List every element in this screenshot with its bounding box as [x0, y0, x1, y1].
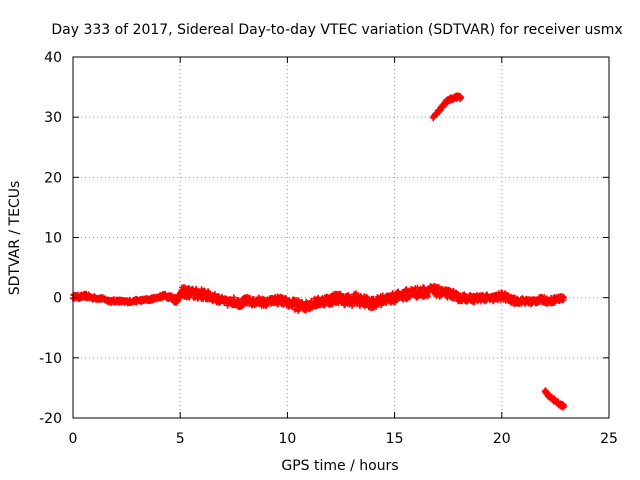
y-axis-label: SDTVAR / TECUs	[7, 181, 23, 296]
chart-title: Day 333 of 2017, Sidereal Day-to-day VTE…	[51, 22, 622, 38]
series-upper-arc	[430, 92, 465, 121]
y-tick-label: 20	[44, 170, 62, 186]
data-point-marker	[561, 403, 567, 410]
x-tick-label: 0	[69, 431, 78, 447]
y-tick-label: 30	[44, 110, 62, 126]
y-tick-label: 10	[44, 231, 62, 247]
y-tick-labels: -20 -10 0 10 20 30 40	[39, 50, 62, 427]
data-point-marker	[561, 294, 567, 301]
series-main-band	[70, 283, 567, 314]
axis-ticks	[72, 56, 610, 419]
y-tick-label: 0	[53, 291, 62, 307]
series-lower-segment	[541, 387, 567, 411]
y-tick-label: 40	[44, 50, 62, 66]
data-point-marker	[458, 94, 465, 101]
x-tick-label: 15	[386, 431, 404, 447]
data-point-marker	[174, 298, 181, 305]
grid-lines	[73, 57, 609, 418]
x-tick-label: 10	[278, 431, 296, 447]
x-tick-labels: 0 5 10 15 20 25	[69, 431, 618, 447]
x-axis-label: GPS time / hours	[281, 458, 398, 474]
x-tick-label: 25	[600, 431, 618, 447]
x-tick-label: 20	[493, 431, 511, 447]
x-tick-label: 5	[176, 431, 185, 447]
y-tick-label: -20	[39, 411, 62, 427]
data-point-marker	[193, 285, 200, 292]
data-points	[70, 92, 567, 411]
y-tick-label: -10	[39, 351, 62, 367]
